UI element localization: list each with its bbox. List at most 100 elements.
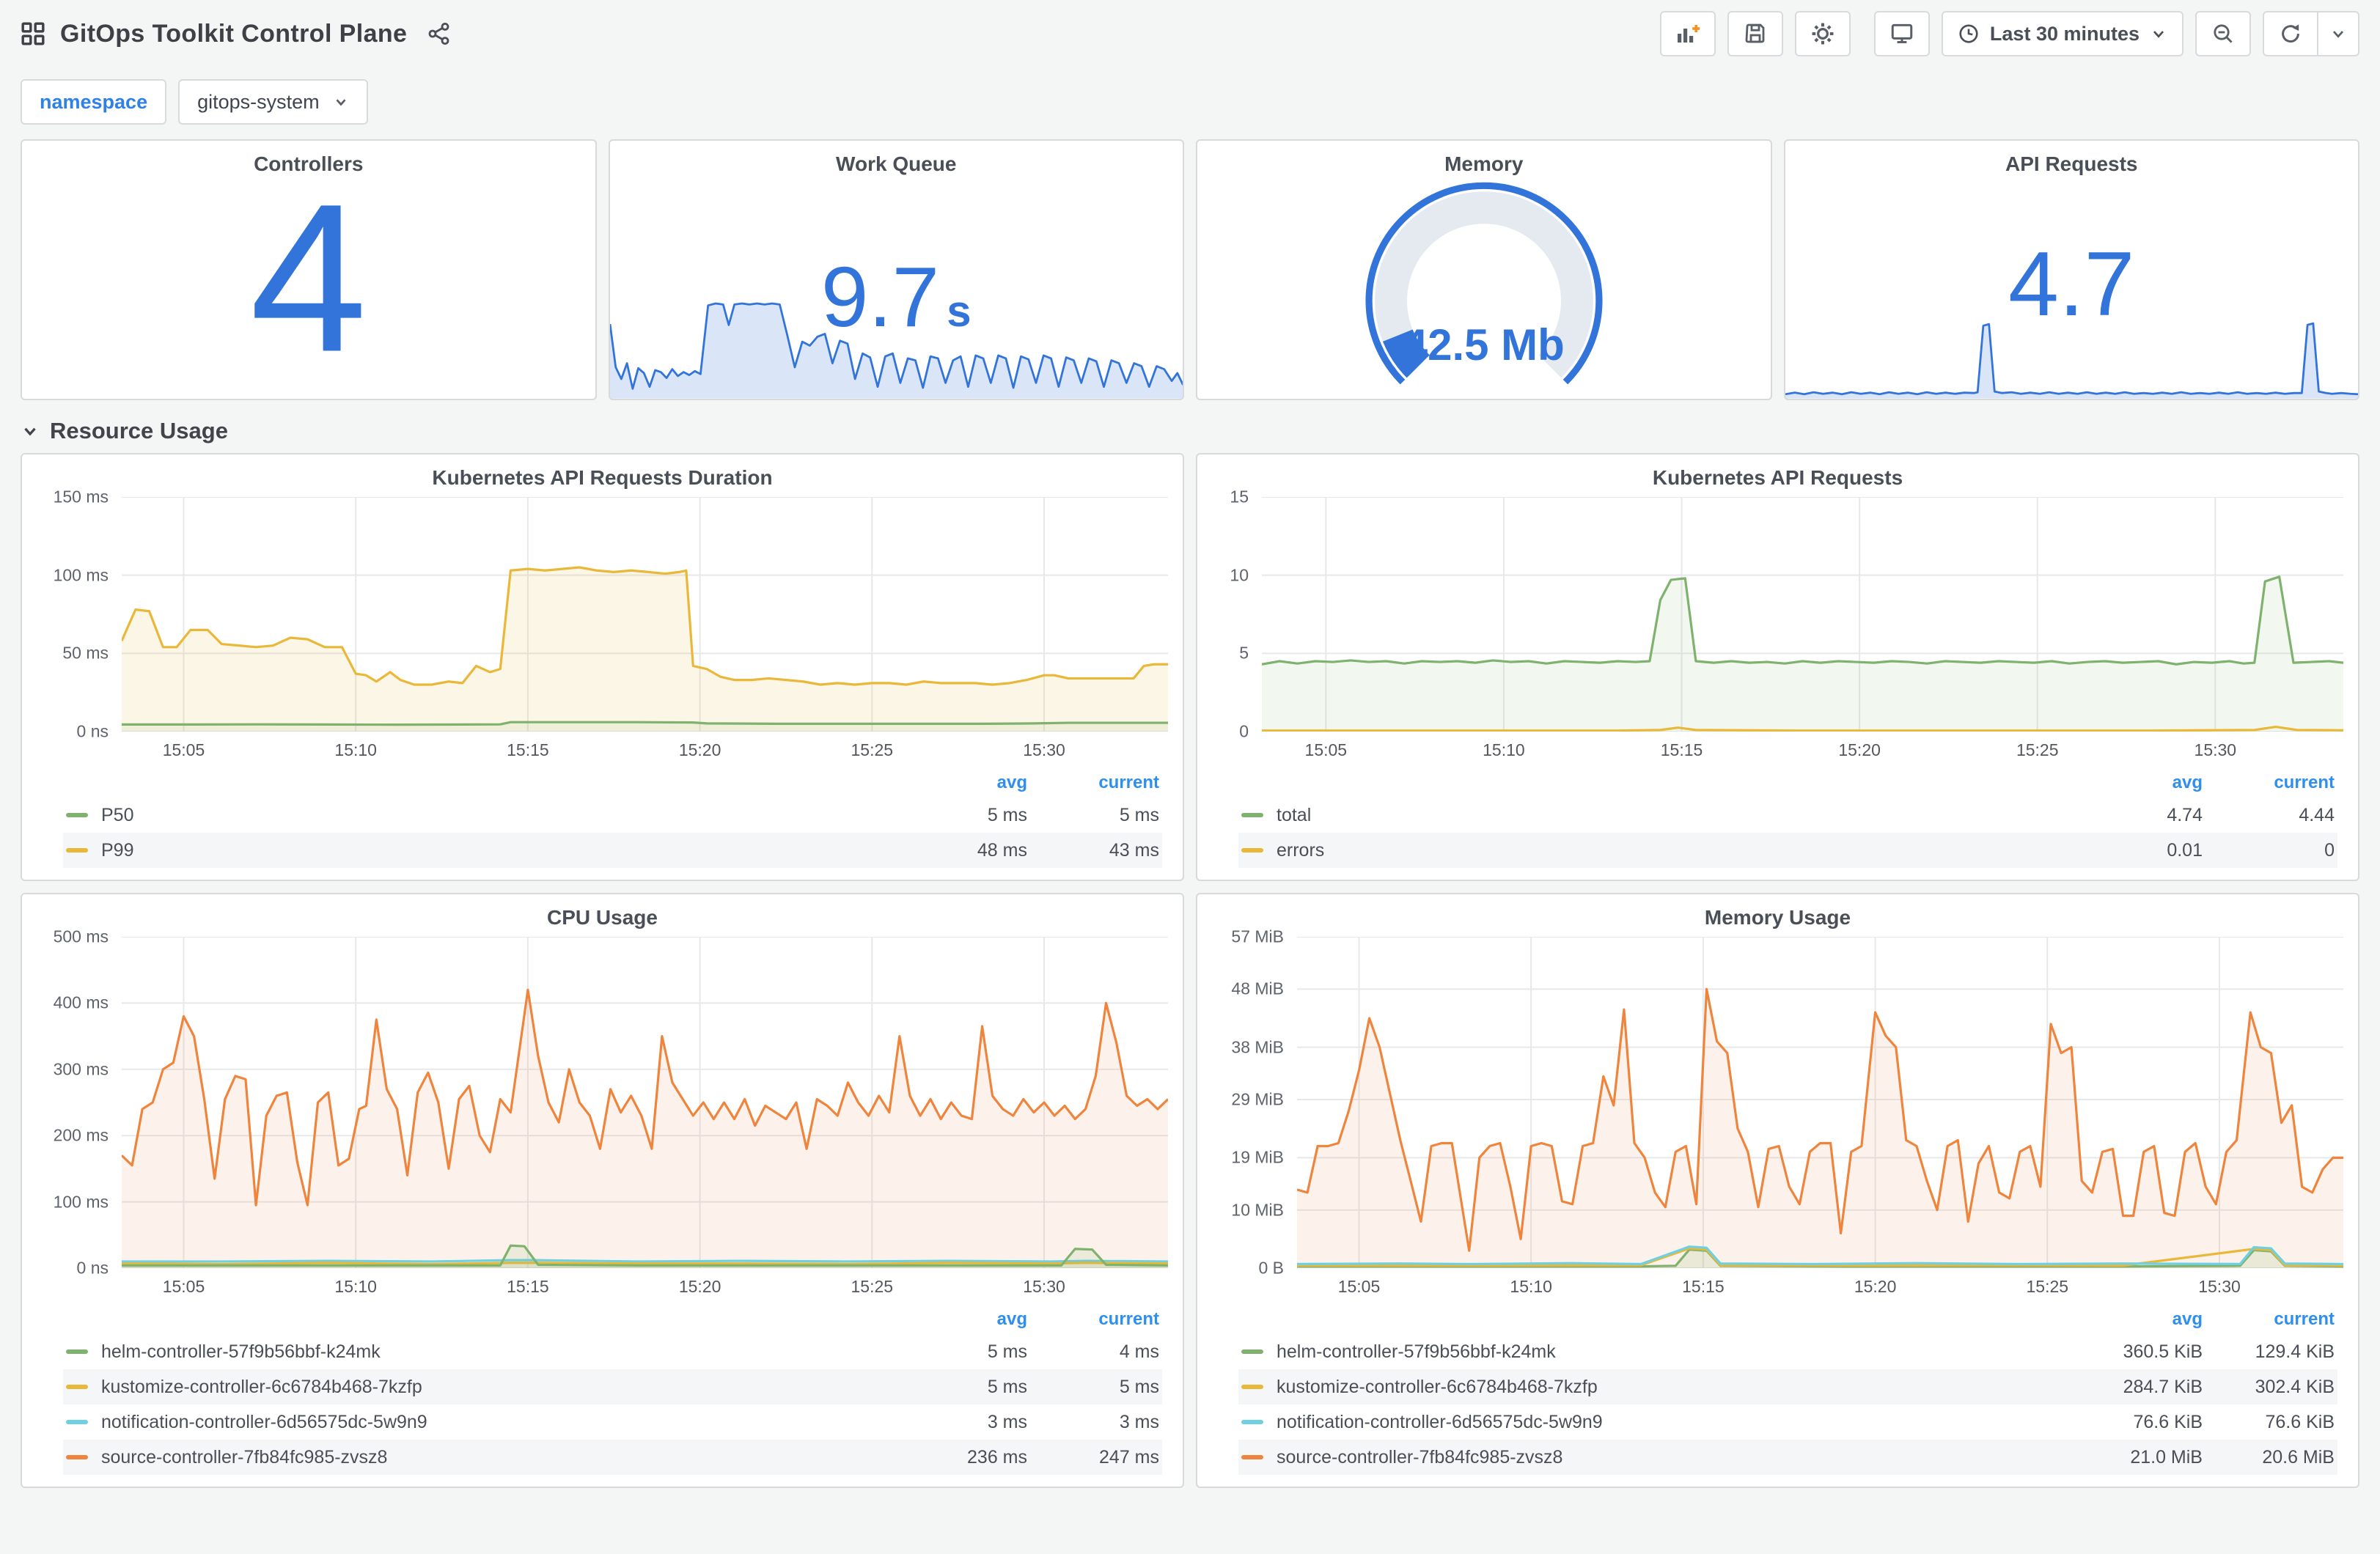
- y-tick-label: 100 ms: [53, 1192, 109, 1212]
- chevron-down-icon: [24, 427, 36, 436]
- series-color-dash: [1241, 1385, 1263, 1389]
- legend-sort-avg[interactable]: avg: [2172, 773, 2203, 792]
- legend-row[interactable]: kustomize-controller-6c6784b468-7kzfp 284…: [1238, 1369, 2337, 1404]
- legend-row[interactable]: errors 0.01 0: [1238, 833, 2337, 868]
- series-name[interactable]: notification-controller-6d56575dc-5w9n9: [1277, 1411, 1603, 1432]
- series-name[interactable]: kustomize-controller-6c6784b468-7kzfp: [1277, 1376, 1598, 1397]
- tv-mode-button[interactable]: [1873, 11, 1930, 56]
- legend-row[interactable]: total 4.74 4.44: [1238, 798, 2337, 833]
- row-title: Resource Usage: [50, 418, 228, 443]
- legend-sort-current[interactable]: current: [1098, 1309, 1159, 1329]
- series-name[interactable]: source-controller-7fb84fc985-zvsz8: [1277, 1446, 1563, 1468]
- y-axis: 500 ms 400 ms 300 ms 200 ms 100 ms 0 ns: [37, 927, 122, 1278]
- legend-row[interactable]: notification-controller-6d56575dc-5w9n9 7…: [1238, 1404, 2337, 1440]
- panel-title[interactable]: CPU Usage: [547, 906, 658, 929]
- series-current-value: 302.4 KiB: [2255, 1376, 2335, 1397]
- zoom-out-button[interactable]: [2195, 11, 2251, 56]
- legend-sort-current[interactable]: current: [1098, 773, 1159, 792]
- work-queue-unit: s: [947, 286, 972, 336]
- y-tick-label: 300 ms: [53, 1059, 109, 1079]
- namespace-variable-label[interactable]: namespace: [21, 79, 167, 125]
- y-tick-label: 10 MiB: [1231, 1200, 1284, 1220]
- series-name[interactable]: total: [1277, 804, 1312, 825]
- legend-row[interactable]: kustomize-controller-6c6784b468-7kzfp 5 m…: [63, 1369, 1162, 1404]
- series-name[interactable]: helm-controller-57f9b56bbf-k24mk: [101, 1341, 381, 1362]
- refresh-interval-dropdown[interactable]: [2318, 11, 2359, 56]
- y-tick-label: 10: [1230, 565, 1249, 585]
- legend: avg current helm-controller-57f9b56bbf-k24…: [1212, 1303, 2343, 1475]
- chevron-down-icon: [2332, 31, 2344, 38]
- chevron-down-icon: [2153, 31, 2164, 38]
- x-tick-label: 15:15: [507, 740, 549, 759]
- legend-row[interactable]: source-controller-7fb84fc985-zvsz8 21.0 M…: [1238, 1440, 2337, 1475]
- x-tick-label: 15:10: [1510, 1277, 1552, 1296]
- x-tick-label: 15:15: [507, 1277, 549, 1296]
- legend-row[interactable]: notification-controller-6d56575dc-5w9n9 3…: [63, 1404, 1162, 1440]
- series-name[interactable]: P50: [101, 804, 134, 825]
- gauge-track: [1374, 191, 1593, 378]
- legend-sort-avg[interactable]: avg: [996, 773, 1027, 792]
- x-tick-label: 15:05: [1304, 740, 1348, 759]
- y-tick-label: 150 ms: [53, 487, 109, 507]
- dashboard-header: GitOps Toolkit Control Plane: [0, 0, 2380, 67]
- x-axis: 15:05 15:10 15:15 15:20 15:25 15:30: [122, 1268, 1168, 1303]
- y-axis: 57 MiB 48 MiB 38 MiB 29 MiB 19 MiB 10 MiB 0 B: [1212, 927, 1297, 1278]
- time-range-picker[interactable]: Last 30 minutes: [1941, 11, 2183, 56]
- settings-gear-button[interactable]: [1794, 11, 1851, 56]
- series-avg-value: 5 ms: [987, 1341, 1027, 1362]
- namespace-variable-dropdown[interactable]: gitops-system: [178, 79, 368, 125]
- controllers-value: 4: [249, 160, 367, 397]
- plot-area[interactable]: [1262, 497, 2343, 732]
- series-name[interactable]: source-controller-7fb84fc985-zvsz8: [101, 1446, 388, 1468]
- series-current-value: 20.6 MiB: [2262, 1446, 2335, 1468]
- clock-icon: [1959, 24, 1978, 43]
- legend-row[interactable]: P99 48 ms 43 ms: [63, 833, 1162, 868]
- x-axis: 15:05 15:10 15:15 15:20 15:25 15:30: [1262, 732, 2343, 767]
- legend-row[interactable]: source-controller-7fb84fc985-zvsz8 236 ms…: [63, 1440, 1162, 1475]
- share-icon[interactable]: [427, 22, 451, 45]
- panel-title[interactable]: Kubernetes API Requests: [1652, 466, 1903, 489]
- series-color-dash: [1241, 848, 1263, 853]
- panel-title[interactable]: Kubernetes API Requests Duration: [432, 466, 773, 489]
- x-tick-label: 15:25: [851, 740, 894, 759]
- x-tick-label: 15:25: [2026, 1277, 2069, 1296]
- x-tick-label: 15:20: [1838, 740, 1881, 759]
- legend-sort-avg[interactable]: avg: [996, 1309, 1027, 1329]
- panel-k8s-api-requests: Kubernetes API Requests 15 10 5 0 15:05 15:1…: [1196, 453, 2359, 881]
- save-dashboard-button[interactable]: [1727, 11, 1783, 56]
- panel-title[interactable]: Controllers: [254, 152, 364, 175]
- legend-row[interactable]: helm-controller-57f9b56bbf-k24mk 5 ms 4 ms: [63, 1334, 1162, 1369]
- chevron-down-icon: [336, 99, 346, 106]
- memory-gauge-value: 42.5 Mb: [1403, 320, 1565, 369]
- series-name[interactable]: kustomize-controller-6c6784b468-7kzfp: [101, 1376, 422, 1397]
- series-color-dash: [66, 1349, 88, 1354]
- panel-title[interactable]: API Requests: [2005, 152, 2138, 175]
- memory-gauge: 42.5 Mb: [1326, 179, 1642, 399]
- panel-title[interactable]: Memory Usage: [1704, 906, 1851, 929]
- legend-sort-current[interactable]: current: [2274, 773, 2335, 792]
- panel-title[interactable]: Work Queue: [836, 152, 957, 175]
- series-current-value: 43 ms: [1109, 839, 1159, 861]
- legend-sort-current[interactable]: current: [2274, 1309, 2335, 1329]
- refresh-button[interactable]: [2263, 11, 2318, 56]
- panel-title[interactable]: Memory: [1444, 152, 1524, 175]
- y-axis: 150 ms 100 ms 50 ms 0 ns: [37, 487, 122, 741]
- namespace-variable-value: gitops-system: [197, 90, 320, 113]
- dashboard-grid-icon[interactable]: [21, 21, 45, 46]
- legend-row[interactable]: helm-controller-57f9b56bbf-k24mk 360.5 Ki…: [1238, 1334, 2337, 1369]
- series-name[interactable]: helm-controller-57f9b56bbf-k24mk: [1277, 1341, 1556, 1362]
- add-panel-button[interactable]: [1659, 11, 1716, 56]
- y-tick-label: 100 ms: [53, 565, 109, 585]
- plot-area[interactable]: [122, 937, 1168, 1268]
- legend-sort-avg[interactable]: avg: [2172, 1309, 2203, 1329]
- series-name[interactable]: notification-controller-6d56575dc-5w9n9: [101, 1411, 427, 1432]
- series-name[interactable]: errors: [1277, 839, 1325, 861]
- plot-area[interactable]: [122, 497, 1168, 732]
- y-tick-label: 38 MiB: [1231, 1037, 1284, 1057]
- plot-area[interactable]: [1297, 937, 2343, 1268]
- series-name[interactable]: P99: [101, 839, 134, 861]
- legend-row[interactable]: P50 5 ms 5 ms: [63, 798, 1162, 833]
- series-color-dash: [66, 1420, 88, 1424]
- x-tick-label: 15:30: [1023, 740, 1065, 759]
- row-resource-usage-toggle[interactable]: Resource Usage: [0, 400, 2380, 453]
